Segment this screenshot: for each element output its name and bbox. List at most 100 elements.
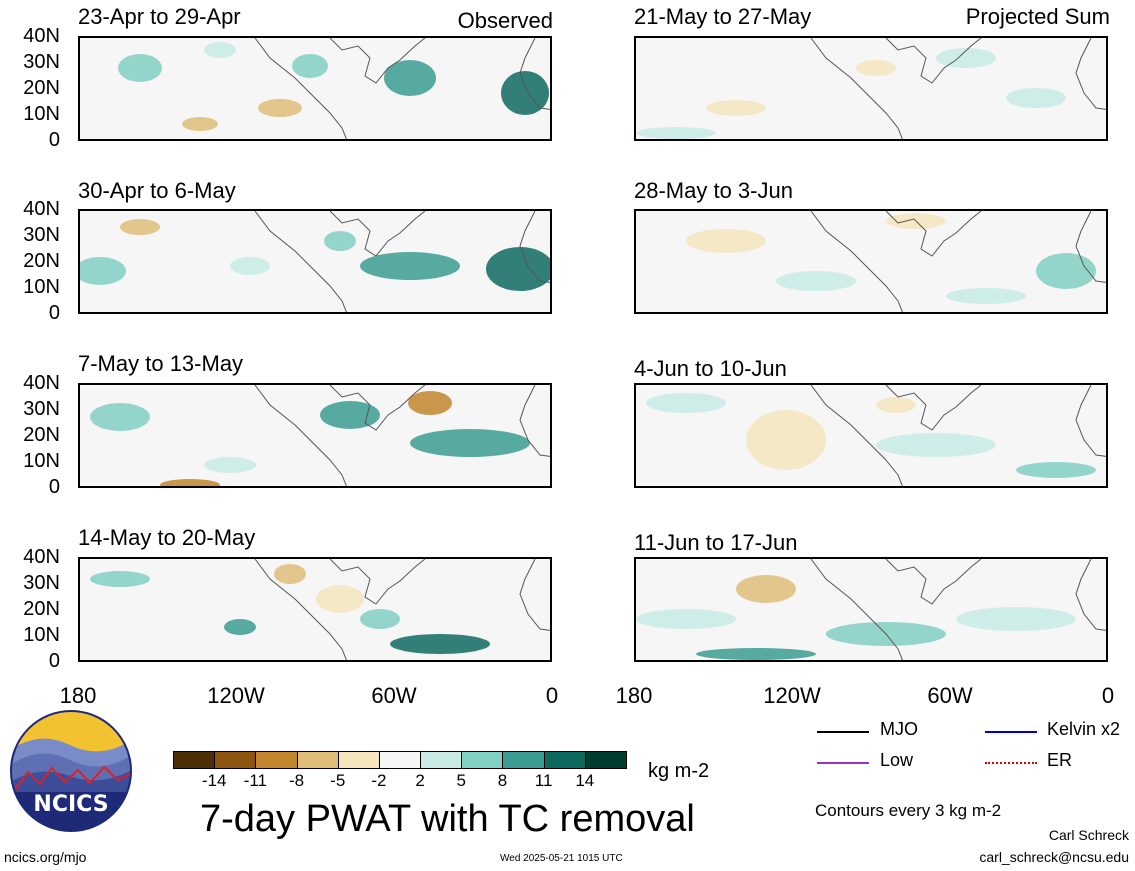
pwat-anomaly-blob	[636, 609, 736, 629]
pwat-anomaly-blob	[486, 247, 550, 291]
x-tick-right-60w: 60W	[927, 683, 973, 708]
colorbar-tick-label: -2	[371, 771, 387, 790]
pwat-anomaly-blob	[646, 393, 726, 413]
footer-url: ncics.org/mjo	[4, 849, 87, 865]
y-tick-label: 40N	[23, 372, 60, 394]
coastline	[810, 38, 982, 139]
coastline	[254, 38, 426, 139]
contour-note: Contours every 3 kg m-2	[815, 801, 1002, 820]
pwat-anomaly-blob	[636, 127, 716, 139]
pwat-anomaly-blob	[90, 403, 150, 431]
pwat-anomaly-blob	[696, 648, 816, 660]
coastline	[519, 385, 550, 457]
coastline	[810, 385, 982, 486]
colorbar-tick-label: -11	[243, 771, 268, 790]
colorbar-swatch	[296, 751, 339, 769]
panel-title-4: 14-May to 20-May	[78, 525, 256, 550]
x-tick-left-180: 180	[59, 683, 97, 708]
y-tick-label: 20N	[23, 424, 60, 446]
y-tick-label: 20N	[23, 250, 60, 272]
coastline	[519, 211, 550, 283]
y-tick-label: 10N	[23, 450, 60, 472]
coastline	[254, 559, 426, 660]
map-panel-3	[78, 383, 552, 488]
y-tick-label: 10N	[23, 624, 60, 646]
x-tick-left-60w: 60W	[371, 683, 417, 708]
map-shading-7	[646, 385, 1106, 486]
panel-title-1: 23-Apr to 29-Apr	[78, 4, 241, 29]
map-shading-3	[90, 385, 550, 486]
map-panel-4	[78, 557, 552, 662]
coastline	[254, 211, 426, 312]
y-tick-label: 0	[48, 650, 60, 672]
pwat-anomaly-blob	[1006, 88, 1066, 108]
colorbar-swatch	[337, 751, 380, 769]
pwat-anomaly-blob	[230, 257, 270, 275]
pwat-anomaly-blob	[118, 54, 162, 82]
pwat-anomaly-blob	[956, 607, 1076, 631]
pwat-anomaly-blob	[292, 54, 328, 78]
x-tick-right-0: 0	[1101, 683, 1115, 708]
pwat-anomaly-blob	[224, 619, 256, 635]
colorbar-swatch	[543, 751, 586, 769]
pwat-anomaly-blob	[410, 429, 530, 457]
colorbar-tick-label: -5	[330, 771, 346, 790]
legend-line-low	[817, 762, 869, 764]
colorbar-tick-label: 11	[534, 771, 553, 790]
pwat-anomaly-blob	[1016, 462, 1096, 478]
y-tick-label: 0	[48, 302, 60, 324]
pwat-anomaly-blob	[160, 479, 220, 486]
pwat-anomaly-blob	[408, 391, 452, 415]
colorbar-swatch	[584, 751, 627, 769]
legend-label-kelvin: Kelvin x2	[1047, 719, 1121, 739]
pwat-anomaly-blob	[90, 571, 150, 587]
pwat-anomaly-blob	[856, 60, 896, 76]
pwat-anomaly-blob	[876, 433, 996, 457]
map-shading-5	[636, 38, 1106, 139]
x-tick-right-120w: 120W	[763, 683, 821, 708]
coastline	[1075, 211, 1106, 283]
y-tick-label: 20N	[23, 77, 60, 99]
colorbar-tick-label: 5	[456, 771, 466, 790]
pwat-anomaly-blob	[182, 117, 218, 131]
pwat-anomaly-blob	[390, 634, 490, 654]
coastline	[519, 38, 550, 110]
colorbar-swatch	[214, 751, 257, 769]
map-shading-4	[90, 559, 550, 660]
pwat-anomaly-blob	[746, 410, 826, 470]
pwat-anomaly-blob	[204, 42, 236, 58]
ncics-logo: NCICS	[10, 710, 132, 832]
observed-label: Observed	[457, 8, 553, 33]
map-panel-8	[634, 557, 1108, 662]
pwat-anomaly-blob	[204, 457, 256, 473]
pwat-anomaly-blob	[1036, 253, 1096, 289]
footer-timestamp: Wed 2025-05-21 1015 UTC	[500, 853, 623, 864]
panel-title-8: 11-Jun to 17-Jun	[634, 530, 798, 555]
coastline	[1075, 559, 1106, 631]
coastline	[254, 385, 426, 486]
panel-title-2: 30-Apr to 6-May	[78, 178, 236, 203]
coastline	[519, 559, 550, 631]
pwat-anomaly-blob	[876, 397, 916, 413]
colorbar-tick-label: -8	[288, 771, 305, 790]
main-title: 7-day PWAT with TC removal	[200, 798, 695, 840]
x-tick-left-0: 0	[545, 683, 559, 708]
pwat-anomaly-blob	[360, 252, 460, 280]
colorbar-units: kg m-2	[648, 760, 710, 782]
y-tick-label: 10N	[23, 103, 60, 125]
colorbar	[173, 751, 627, 769]
map-panel-6	[634, 209, 1108, 314]
legend-line-kelvin	[985, 731, 1037, 733]
pwat-anomaly-blob	[946, 288, 1026, 304]
footer-author: Carl Schreck	[1048, 827, 1129, 843]
map-panel-5	[634, 36, 1108, 141]
logo-text: NCICS	[33, 792, 109, 817]
colorbar-swatch	[420, 751, 463, 769]
pwat-anomaly-blob	[384, 60, 436, 96]
pwat-anomaly-blob	[320, 401, 380, 429]
x-tick-left-120w: 120W	[207, 683, 265, 708]
pwat-anomaly-blob	[120, 219, 160, 235]
legend-line-er	[985, 762, 1037, 764]
colorbar-swatch	[173, 751, 216, 769]
coastline	[1075, 38, 1106, 110]
